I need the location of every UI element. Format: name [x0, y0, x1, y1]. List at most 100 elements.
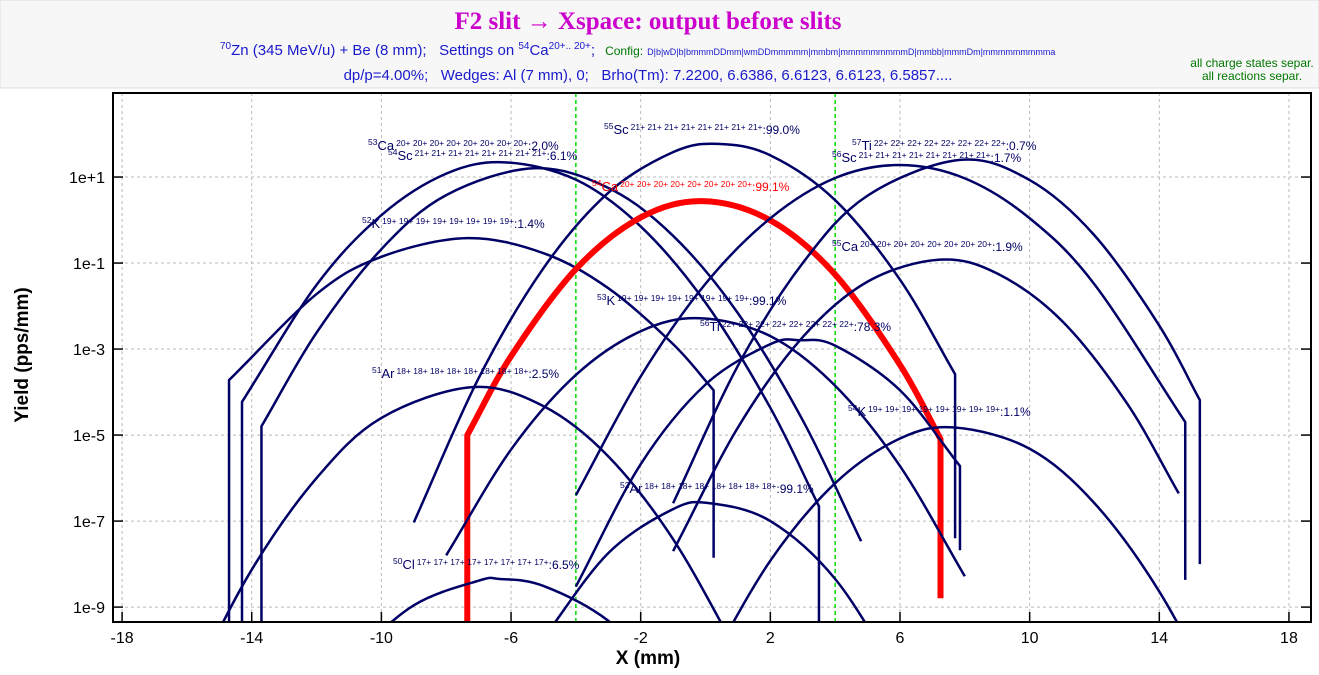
x-tick-label: -6	[504, 630, 518, 647]
isotope-element: Cl	[402, 557, 414, 572]
charge-states: 20+ 20+ 20+ 20+ 20+ 20+ 20+ 20+	[396, 138, 528, 148]
percent: :99.1%	[749, 294, 787, 308]
yield-curve	[574, 338, 962, 588]
note: all charge states separ.	[1190, 56, 1313, 70]
charge-states: 20+ 20+ 20+ 20+ 20+ 20+ 20+ 20+	[620, 179, 752, 189]
yield-curve	[390, 576, 611, 621]
charge-states: 21+ 21+ 21+ 21+ 21+ 21+ 21+ 21+	[631, 122, 763, 132]
header-line: 70Zn (345 MeV/u) + Be (8 mm); Settings o…	[220, 41, 1055, 59]
y-axis-label: Yield (pps/mm)	[12, 287, 33, 422]
charge-states: 18+ 18+ 18+ 18+ 18+ 18+ 18+ 18+	[396, 366, 528, 376]
percent: :78.3%	[854, 320, 892, 334]
isotope-element: Ti	[709, 319, 719, 334]
isotope-element: Sc	[841, 150, 857, 165]
isotope-mass: 50	[393, 556, 403, 566]
curve-label: 54Ca 20+ 20+ 20+ 20+ 20+ 20+ 20+ 20+:99.1…	[592, 178, 790, 194]
percent: :2.0%	[528, 139, 559, 153]
curve-label: 56Ti 22+ 22+ 22+ 22+ 22+ 22+ 22+ 22+:78.3…	[700, 318, 891, 334]
charge-states: 22+ 22+ 22+ 22+ 22+ 22+ 22+ 22+	[874, 138, 1006, 148]
percent: :6.1%	[547, 149, 578, 163]
yield-curve	[574, 163, 1187, 580]
isotope-element: Ar	[381, 366, 395, 381]
percent: :99.1%	[776, 482, 814, 496]
isotope-mass: 51	[372, 365, 382, 375]
yield-curve	[227, 236, 715, 621]
charge-states: 17+ 17+ 17+ 17+ 17+ 17+ 17+ 17+	[417, 557, 549, 567]
percent: :1.7%	[991, 151, 1022, 165]
x-tick-label: 10	[1021, 630, 1039, 647]
isotope-element: Sc	[613, 122, 629, 137]
percent: :1.4%	[514, 217, 545, 231]
isotope-mass: 54	[848, 403, 858, 413]
curve-label: 57Ti 22+ 22+ 22+ 22+ 22+ 22+ 22+ 22+:0.7%	[852, 137, 1037, 153]
isotope-mass: 53	[597, 292, 607, 302]
isotope-element: Ca	[377, 138, 394, 153]
x-tick-label: 18	[1280, 630, 1298, 647]
curve-label: 53Ca 20+ 20+ 20+ 20+ 20+ 20+ 20+ 20+:2.0%	[368, 137, 559, 153]
x-axis-label: X (mm)	[616, 648, 680, 669]
header-panel	[0, 0, 1319, 89]
isotope-element: Ar	[629, 481, 643, 496]
isotope-element: K	[606, 293, 615, 308]
yield-curve	[445, 316, 966, 577]
isotope-element: Ca	[841, 239, 858, 254]
x-tick-label: -14	[240, 630, 263, 647]
plot-area	[222, 94, 1202, 621]
isotope-element: Ti	[861, 138, 871, 153]
percent: :1.9%	[992, 240, 1023, 254]
percent: :99.0%	[763, 123, 801, 137]
curve-label: 50Cl 17+ 17+ 17+ 17+ 17+ 17+ 17+ 17+:6.5%	[393, 556, 580, 572]
yield-curve	[671, 258, 1180, 552]
isotope-element: K	[857, 404, 866, 419]
curve-label: 55Ca 20+ 20+ 20+ 20+ 20+ 20+ 20+ 20+:1.9%	[832, 238, 1023, 254]
curve-label: 52Ar 18+ 18+ 18+ 18+ 18+ 18+ 18+ 18+:99.1…	[620, 480, 814, 496]
y-tick-label: 1e-5	[73, 428, 105, 445]
curve-label: 55Sc 21+ 21+ 21+ 21+ 21+ 21+ 21+ 21+:99.0…	[604, 121, 800, 137]
yield-curve	[412, 142, 957, 539]
isotope-mass: 54	[592, 178, 602, 188]
charge-states: 22+ 22+ 22+ 22+ 22+ 22+ 22+ 22+	[722, 319, 854, 329]
yield-curve	[732, 425, 1178, 621]
header-line: dp/p=4.00%; Wedges: Al (7 mm), 0; Brho(T…	[344, 67, 953, 84]
isotope-element: Sc	[397, 148, 413, 163]
curve-label: 54Sc 21+ 21+ 21+ 21+ 21+ 21+ 21+ 21+:6.1%	[388, 147, 578, 163]
isotope-mass: 52	[620, 480, 630, 490]
isotope-mass: 55	[832, 238, 842, 248]
yield-curve	[222, 385, 722, 621]
charge-states: 20+ 20+ 20+ 20+ 20+ 20+ 20+ 20+	[860, 239, 992, 249]
curve-label: 56Sc 21+ 21+ 21+ 21+ 21+ 21+ 21+ 21+:1.7%	[832, 149, 1022, 165]
charge-states: 19+ 19+ 19+ 19+ 19+ 19+ 19+ 19+	[617, 293, 749, 303]
x-tick-label: 2	[766, 630, 775, 647]
isotope-mass: 53	[368, 137, 378, 147]
percent: :1.1%	[1000, 405, 1031, 419]
labels: 53Ca 20+ 20+ 20+ 20+ 20+ 20+ 20+ 20+:2.0%…	[362, 121, 1037, 572]
charge-states: 19+ 19+ 19+ 19+ 19+ 19+ 19+ 19+	[868, 404, 1000, 414]
yield-curve	[464, 198, 944, 621]
x-tick-label: -18	[111, 630, 134, 647]
x-tick-label: 14	[1150, 630, 1168, 647]
yield-curve	[240, 160, 821, 621]
isotope-mass: 55	[604, 121, 614, 131]
y-tick-label: 1e+1	[69, 170, 105, 187]
yield-curve	[554, 500, 866, 621]
charge-states: 18+ 18+ 18+ 18+ 18+ 18+ 18+ 18+	[644, 481, 776, 491]
charge-states: 21+ 21+ 21+ 21+ 21+ 21+ 21+ 21+	[859, 150, 991, 160]
y-tick-label: 1e-3	[73, 342, 105, 359]
curve-label: 52K 19+ 19+ 19+ 19+ 19+ 19+ 19+ 19+:1.4%	[362, 215, 545, 231]
isotope-mass: 54	[388, 147, 398, 157]
yield-curve	[671, 158, 1202, 565]
x-tick-label: 6	[896, 630, 905, 647]
isotope-mass: 57	[852, 137, 862, 147]
charge-states: 19+ 19+ 19+ 19+ 19+ 19+ 19+ 19+	[382, 216, 514, 226]
y-tick-label: 1e-7	[73, 514, 105, 531]
percent: :0.7%	[1006, 139, 1037, 153]
curve-label: 53K 19+ 19+ 19+ 19+ 19+ 19+ 19+ 19+:99.1%	[597, 292, 787, 308]
percent: :99.1%	[752, 180, 790, 194]
y-tick-label: 1e-1	[73, 256, 105, 273]
isotope-mass: 56	[832, 149, 842, 159]
charge-states: 21+ 21+ 21+ 21+ 21+ 21+ 21+ 21+	[415, 148, 547, 158]
chart-title: F2 slit → Xspace: output before slits	[454, 8, 841, 35]
x-tick-label: -10	[370, 630, 393, 647]
note: all reactions separ.	[1202, 69, 1302, 83]
